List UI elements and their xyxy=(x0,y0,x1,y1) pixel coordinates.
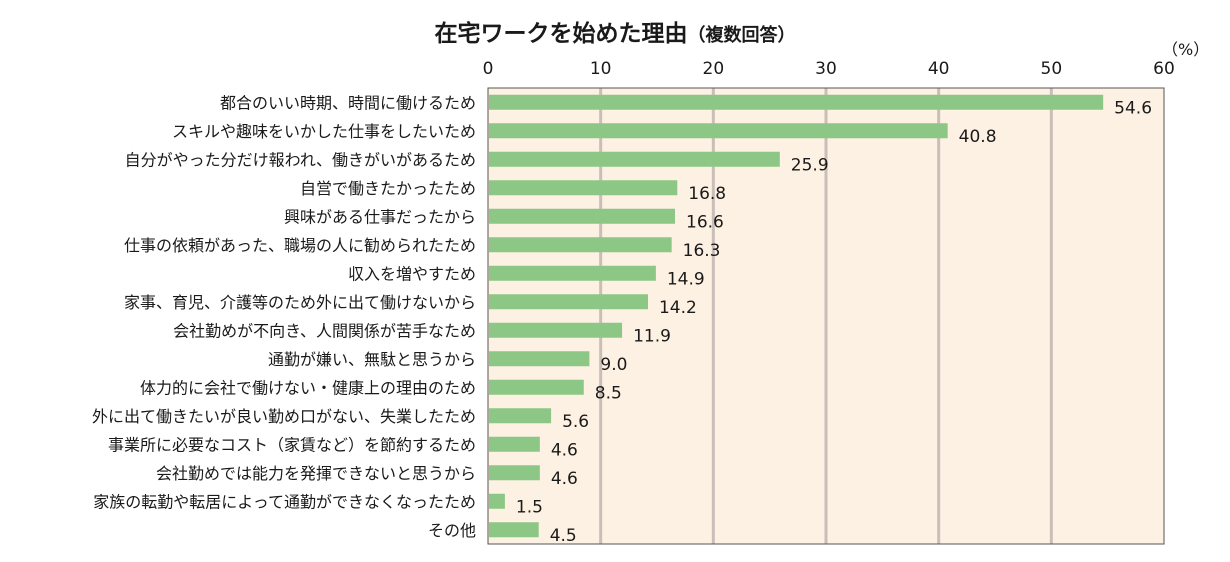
bar xyxy=(489,351,590,367)
x-tick-label: 50 xyxy=(1041,59,1063,79)
bar xyxy=(489,322,623,338)
plot-frame xyxy=(487,87,1165,545)
value-label: 8.5 xyxy=(595,383,622,403)
value-label: 4.6 xyxy=(551,440,578,460)
x-tick-label: 10 xyxy=(590,59,612,79)
category-label: 外に出て働きたいが良い勤め口がない、失業したため xyxy=(92,407,476,426)
bar xyxy=(489,408,552,424)
value-label: 16.8 xyxy=(688,184,726,204)
category-label: 収入を増やすため xyxy=(348,264,476,283)
category-label: 仕事の依頼があった、職場の人に勧められたため xyxy=(124,236,476,255)
value-label: 4.5 xyxy=(550,526,577,546)
value-label: 16.6 xyxy=(686,212,724,232)
category-label: スキルや趣味をいかした仕事をしたいため xyxy=(172,122,476,141)
unit-label: （%） xyxy=(1162,40,1210,59)
value-label: 16.3 xyxy=(683,241,721,261)
value-label: 14.9 xyxy=(667,269,705,289)
value-label: 1.5 xyxy=(516,497,543,517)
bar xyxy=(489,237,672,253)
category-label: 体力的に会社で働けない・健康上の理由のため xyxy=(140,378,476,397)
category-label: 会社勤めが不向き、人間関係が苦手なため xyxy=(173,321,476,340)
bar xyxy=(489,522,539,538)
x-tick-label: 0 xyxy=(483,59,494,79)
chart-title-main: 在宅ワークを始めた理由 xyxy=(434,21,688,47)
category-label: 通勤が嫌い、無駄と思うから xyxy=(268,350,476,369)
category-label: 会社勤めでは能力を発揮できないと思うから xyxy=(156,464,476,483)
category-label: 家族の転勤や転居によって通勤ができなくなったため xyxy=(93,492,476,511)
bar xyxy=(489,180,678,196)
bar xyxy=(489,94,1104,110)
value-label: 25.9 xyxy=(791,155,829,175)
bar xyxy=(489,493,505,509)
bar xyxy=(489,208,676,224)
bar xyxy=(489,294,648,310)
value-label: 9.0 xyxy=(600,355,627,375)
x-tick-label: 40 xyxy=(928,59,950,79)
bar xyxy=(489,123,948,139)
category-label: その他 xyxy=(428,521,476,540)
chart-title-sub: （複数回答） xyxy=(687,25,796,46)
value-label: 40.8 xyxy=(959,127,997,147)
bar xyxy=(489,436,540,452)
value-label: 11.9 xyxy=(633,326,671,346)
value-label: 5.6 xyxy=(562,412,589,432)
value-label: 14.2 xyxy=(659,298,697,318)
x-tick-label: 30 xyxy=(815,59,837,79)
bar xyxy=(489,379,584,395)
category-label: 自分がやった分だけ報われ、働きがいがあるため xyxy=(125,150,476,169)
category-label: 事業所に必要なコスト（家賃など）を節約するため xyxy=(108,435,476,454)
category-label: 興味がある仕事だったから xyxy=(284,207,476,226)
value-label: 4.6 xyxy=(551,469,578,489)
bar xyxy=(489,265,656,281)
category-label: 家事、育児、介護等のため外に出て働けないから xyxy=(124,293,476,312)
x-tick-label: 20 xyxy=(703,59,725,79)
chart-title: 在宅ワークを始めた理由（複数回答） xyxy=(0,14,1230,48)
category-label: 自営で働きたかったため xyxy=(300,179,476,198)
x-tick-label: 60 xyxy=(1153,59,1175,79)
category-label: 都合のいい時期、時間に働けるため xyxy=(220,93,476,112)
bar xyxy=(489,151,780,167)
bar xyxy=(489,465,540,481)
value-label: 54.6 xyxy=(1114,98,1152,118)
